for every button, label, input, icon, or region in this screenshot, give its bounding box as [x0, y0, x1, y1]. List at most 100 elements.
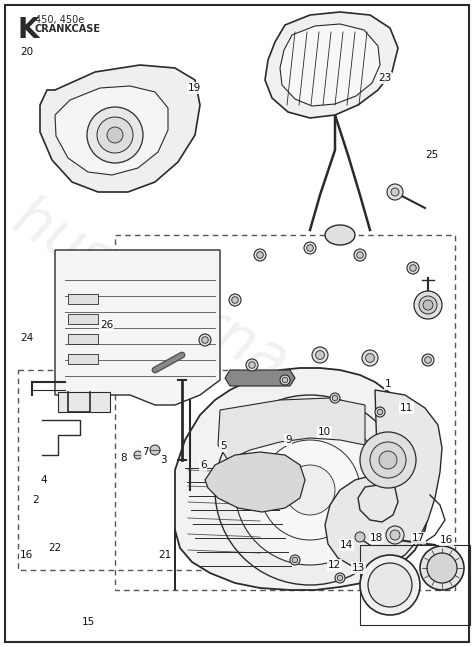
Polygon shape: [325, 390, 442, 568]
Text: K: K: [18, 16, 39, 44]
Circle shape: [316, 351, 324, 359]
Circle shape: [362, 350, 378, 366]
Circle shape: [232, 297, 238, 303]
Circle shape: [375, 407, 385, 417]
Text: 6: 6: [200, 460, 207, 470]
Circle shape: [360, 432, 416, 488]
Text: 15: 15: [82, 617, 95, 627]
Circle shape: [420, 546, 464, 590]
Text: 7: 7: [142, 447, 149, 457]
Circle shape: [422, 354, 434, 366]
Circle shape: [215, 395, 405, 585]
Circle shape: [229, 294, 241, 306]
Circle shape: [254, 249, 266, 261]
Circle shape: [97, 117, 133, 153]
Text: 18: 18: [370, 533, 383, 543]
Polygon shape: [205, 452, 305, 512]
Circle shape: [335, 573, 345, 583]
Text: 17: 17: [412, 533, 425, 543]
Bar: [68, 354, 98, 364]
Circle shape: [290, 555, 300, 565]
Circle shape: [107, 127, 123, 143]
Text: 22: 22: [48, 543, 61, 553]
Circle shape: [330, 393, 340, 403]
Circle shape: [285, 465, 335, 515]
Polygon shape: [225, 370, 295, 386]
Circle shape: [246, 359, 258, 371]
Text: 4: 4: [40, 475, 46, 485]
Circle shape: [87, 107, 143, 163]
Circle shape: [337, 575, 343, 581]
Text: 9: 9: [285, 435, 292, 445]
Polygon shape: [175, 368, 430, 590]
Circle shape: [150, 445, 160, 455]
Circle shape: [427, 307, 433, 313]
Text: 16: 16: [440, 535, 453, 545]
Circle shape: [368, 563, 412, 607]
Circle shape: [424, 304, 436, 316]
Polygon shape: [40, 65, 200, 192]
Text: 2: 2: [32, 495, 38, 505]
Text: 23: 23: [378, 73, 391, 83]
Circle shape: [360, 555, 420, 615]
Circle shape: [414, 291, 442, 319]
Circle shape: [390, 530, 400, 540]
Text: CRANKCASE: CRANKCASE: [35, 24, 101, 34]
Circle shape: [379, 451, 397, 469]
Text: 3: 3: [160, 455, 167, 465]
Text: husqvarna-p...: husqvarna-p...: [3, 190, 397, 450]
Text: 26: 26: [100, 320, 113, 330]
Circle shape: [199, 334, 211, 346]
Polygon shape: [280, 24, 380, 106]
Circle shape: [134, 451, 142, 459]
Circle shape: [260, 440, 360, 540]
Text: 1: 1: [385, 379, 392, 389]
Circle shape: [365, 354, 374, 362]
Circle shape: [280, 375, 290, 385]
Bar: [360, 545, 470, 625]
Circle shape: [425, 356, 431, 364]
Circle shape: [427, 553, 457, 583]
Circle shape: [410, 265, 416, 271]
Circle shape: [307, 245, 313, 251]
Text: 8: 8: [120, 453, 127, 463]
Polygon shape: [218, 398, 365, 460]
Text: 21: 21: [158, 550, 171, 560]
Bar: [68, 334, 98, 344]
Text: 14: 14: [340, 540, 353, 550]
Circle shape: [355, 532, 365, 542]
Text: 25: 25: [425, 150, 438, 160]
Text: 19: 19: [188, 83, 201, 93]
Polygon shape: [55, 250, 220, 405]
Circle shape: [423, 300, 433, 310]
Circle shape: [419, 296, 437, 314]
Text: 10: 10: [318, 427, 331, 437]
Circle shape: [386, 526, 404, 544]
Text: 13: 13: [352, 563, 365, 573]
Text: 24: 24: [20, 333, 33, 343]
Circle shape: [304, 242, 316, 254]
Circle shape: [202, 336, 208, 344]
Circle shape: [332, 395, 338, 400]
Text: 5: 5: [220, 441, 227, 451]
Circle shape: [387, 184, 403, 200]
Circle shape: [377, 410, 383, 415]
Circle shape: [354, 249, 366, 261]
Polygon shape: [265, 12, 398, 118]
Circle shape: [292, 557, 298, 563]
Text: 16: 16: [20, 550, 33, 560]
Bar: [18, 370, 238, 570]
Circle shape: [407, 262, 419, 274]
Text: 20: 20: [20, 47, 33, 57]
Bar: [68, 314, 98, 324]
Text: 450, 450e: 450, 450e: [35, 15, 84, 25]
Circle shape: [282, 377, 288, 383]
Text: 12: 12: [328, 560, 341, 570]
Circle shape: [249, 362, 255, 368]
Bar: [58, 392, 110, 412]
Circle shape: [235, 415, 385, 565]
Text: 11: 11: [400, 403, 413, 413]
Ellipse shape: [325, 225, 355, 245]
Circle shape: [257, 252, 263, 258]
Circle shape: [357, 252, 363, 258]
